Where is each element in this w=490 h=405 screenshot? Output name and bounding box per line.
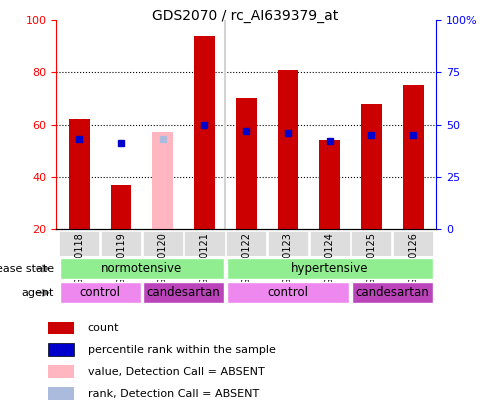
Text: control: control [80, 286, 121, 299]
Text: GSM60121: GSM60121 [199, 232, 210, 285]
Bar [351, 231, 392, 256]
Text: GSM60120: GSM60120 [158, 232, 168, 285]
Bar [48, 387, 74, 400]
Bar [393, 231, 433, 256]
Bar [236, 98, 257, 229]
Bar [48, 365, 74, 378]
Text: disease state: disease state [0, 264, 54, 273]
Bar [48, 322, 74, 335]
Bar [184, 231, 224, 256]
Text: candesartan: candesartan [355, 286, 429, 299]
Bar [226, 231, 266, 256]
Bar [352, 282, 433, 303]
Bar [310, 231, 350, 256]
Text: GSM60125: GSM60125 [367, 232, 376, 285]
Bar [152, 132, 173, 229]
Text: percentile rank within the sample: percentile rank within the sample [88, 345, 275, 355]
Text: rank, Detection Call = ABSENT: rank, Detection Call = ABSENT [88, 389, 259, 399]
Text: GSM60124: GSM60124 [325, 232, 335, 285]
Bar [319, 140, 340, 229]
Text: hypertensive: hypertensive [291, 262, 368, 275]
Bar [59, 231, 99, 256]
Bar [48, 343, 74, 356]
Bar [60, 258, 224, 279]
Bar [194, 36, 215, 229]
Bar [101, 231, 141, 256]
Text: GSM60123: GSM60123 [283, 232, 293, 285]
Bar [60, 282, 141, 303]
Bar [69, 119, 90, 229]
Text: GSM60126: GSM60126 [408, 232, 418, 285]
Bar [226, 258, 433, 279]
Bar [111, 185, 131, 229]
Text: GSM60119: GSM60119 [116, 232, 126, 285]
Text: GDS2070 / rc_AI639379_at: GDS2070 / rc_AI639379_at [152, 9, 338, 23]
Text: GSM60122: GSM60122 [241, 232, 251, 285]
Text: agent: agent [22, 288, 54, 298]
Bar [403, 85, 423, 229]
Bar [226, 282, 349, 303]
Bar [143, 282, 224, 303]
Bar [268, 231, 308, 256]
Bar [361, 104, 382, 229]
Bar [143, 231, 183, 256]
Text: control: control [268, 286, 309, 299]
Text: normotensive: normotensive [101, 262, 182, 275]
Bar [277, 70, 298, 229]
Text: candesartan: candesartan [147, 286, 220, 299]
Text: value, Detection Call = ABSENT: value, Detection Call = ABSENT [88, 367, 265, 377]
Text: GSM60118: GSM60118 [74, 232, 84, 285]
Text: count: count [88, 324, 119, 333]
